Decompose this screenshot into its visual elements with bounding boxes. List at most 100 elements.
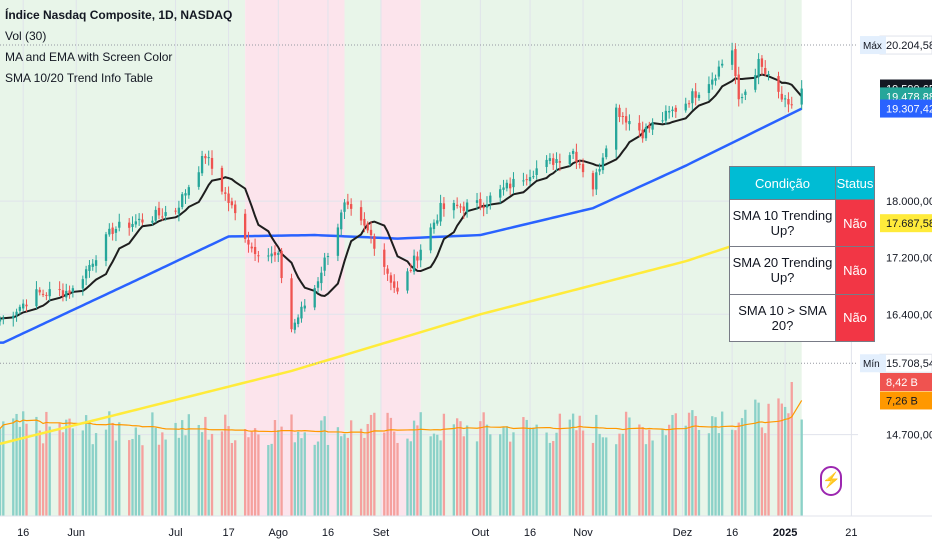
- time-tick-label: Jul: [169, 527, 183, 539]
- volume-bar: [369, 414, 373, 516]
- candle-body: [48, 289, 51, 297]
- candle-body: [595, 172, 598, 190]
- time-tick-label: Dez: [673, 527, 693, 539]
- candle-body: [694, 91, 697, 98]
- candle-body: [336, 227, 340, 256]
- volume-bar: [505, 426, 509, 516]
- candle-body: [114, 228, 118, 233]
- volume-bar: [462, 436, 465, 516]
- ma-ema-indicator-label[interactable]: MA and EMA with Screen Color: [5, 50, 173, 64]
- volume-value-label-bg: [880, 373, 932, 391]
- symbol-title[interactable]: Índice Nasdaq Composite, 1D, NASDAQ: [5, 8, 233, 22]
- volume-bar: [84, 415, 88, 516]
- volume-bar: [210, 433, 214, 516]
- volume-bar: [509, 441, 512, 516]
- candle-body: [525, 179, 528, 181]
- candle-body: [485, 204, 489, 208]
- time-tick-label: Out: [471, 527, 489, 539]
- candle-body: [137, 218, 141, 221]
- candle-body: [416, 256, 419, 261]
- candle-body: [65, 290, 68, 298]
- min-value-label-tag: Mín: [863, 359, 880, 370]
- candle-body: [615, 107, 618, 150]
- volume-bar: [303, 432, 306, 516]
- volume-bar: [134, 427, 137, 516]
- volume-bar: [767, 403, 770, 516]
- candle-body: [780, 93, 783, 100]
- volume-bar: [661, 429, 664, 516]
- candle-body: [644, 127, 648, 139]
- sma200-value-label: 17.687,58: [886, 218, 932, 230]
- volume-bar: [783, 406, 787, 516]
- candle-body: [628, 121, 631, 125]
- candle-body: [151, 220, 154, 223]
- candle-body: [475, 200, 479, 203]
- candle-body: [455, 204, 459, 207]
- time-tick-label: 21: [845, 527, 857, 539]
- candle-body: [61, 290, 65, 297]
- candle-body: [157, 207, 161, 216]
- volume-indicator-label[interactable]: Vol (30): [5, 29, 47, 43]
- volume-bar: [164, 439, 167, 516]
- volume-bar: [455, 418, 459, 516]
- volume-bar: [111, 422, 114, 516]
- volume-bar: [452, 424, 456, 516]
- volume-bar: [730, 429, 734, 516]
- volume-bar: [522, 417, 525, 516]
- volume-bar: [2, 421, 5, 516]
- candle-body: [296, 317, 300, 325]
- volume-bar: [393, 431, 396, 516]
- candle-body: [323, 257, 326, 271]
- candle-body: [638, 122, 641, 131]
- candle-body: [578, 163, 581, 165]
- candle-body: [177, 207, 181, 214]
- candle-body: [651, 122, 654, 130]
- volume-bar: [575, 430, 578, 516]
- candle-body: [290, 278, 293, 330]
- candle-body: [35, 289, 38, 307]
- volume-bar: [489, 434, 492, 516]
- candle-body: [363, 218, 366, 226]
- volume-bar: [349, 420, 353, 516]
- candle-body: [373, 236, 376, 249]
- candle-body: [664, 110, 668, 121]
- volume-bar: [15, 413, 18, 516]
- time-tick-label: 16: [524, 527, 536, 539]
- candle-body: [419, 249, 422, 261]
- volume-bar: [296, 431, 300, 516]
- time-tick-label: 2025: [773, 527, 797, 539]
- chart-legend: Índice Nasdaq Composite, 1D, NASDAQ Vol …: [5, 5, 232, 89]
- candle-body: [571, 150, 575, 154]
- candle-body: [777, 76, 780, 92]
- volume-bar: [157, 444, 161, 516]
- volume-bar: [734, 430, 737, 516]
- candle-body: [346, 201, 349, 205]
- candle-body: [204, 156, 207, 159]
- volume-bar: [340, 436, 343, 516]
- candle-body: [764, 67, 767, 74]
- lightning-icon[interactable]: ⚡: [820, 466, 842, 496]
- volume-bar: [668, 424, 671, 516]
- volume-bar: [224, 414, 227, 516]
- volume-bar: [740, 418, 744, 516]
- candle-body: [320, 272, 323, 284]
- volume-bar: [485, 424, 489, 516]
- candle-body: [270, 253, 273, 257]
- volume-bar: [12, 418, 15, 516]
- candle-body: [462, 206, 465, 211]
- trend-table-indicator-label[interactable]: SMA 10/20 Trend Info Table: [5, 71, 153, 85]
- candle-body: [479, 198, 482, 208]
- volume-bar: [128, 440, 131, 516]
- candle-body: [224, 192, 227, 194]
- volume-bar: [363, 437, 366, 516]
- candle-body: [273, 252, 277, 256]
- candle-body: [187, 187, 190, 196]
- candle-body: [197, 172, 200, 187]
- candle-body: [545, 159, 548, 167]
- candle-body: [111, 227, 114, 234]
- condition-header: Condição: [729, 166, 836, 200]
- candle-body: [558, 161, 562, 163]
- candle-body: [671, 109, 674, 112]
- candle-body: [230, 201, 234, 206]
